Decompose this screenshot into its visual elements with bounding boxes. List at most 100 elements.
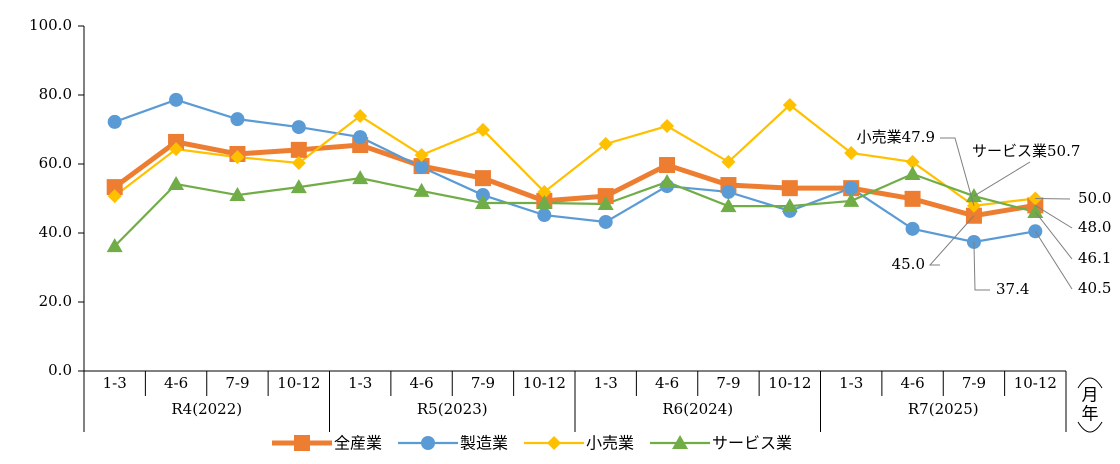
leader-line — [973, 161, 1031, 197]
x-tick-label: 1-3 — [839, 374, 863, 392]
marker — [537, 184, 552, 199]
marker — [672, 435, 689, 449]
value-label: 50.0 — [1078, 189, 1111, 207]
leader-line — [1034, 231, 1073, 290]
leader-line — [973, 241, 990, 291]
x-tick-label: 1-3 — [594, 374, 618, 392]
legend-label: 全産業 — [334, 434, 382, 453]
series-line — [114, 98, 1036, 244]
marker — [1027, 203, 1044, 218]
leader-line — [928, 215, 975, 266]
marker — [720, 198, 737, 213]
value-label: 45.0 — [892, 255, 925, 273]
marker — [168, 133, 185, 150]
marker — [230, 150, 245, 165]
value-label: 46.1 — [1078, 249, 1111, 267]
marker — [107, 114, 122, 129]
x-tick-label: 7-9 — [716, 374, 740, 392]
x-unit: 月 — [1082, 386, 1099, 406]
marker — [229, 187, 246, 202]
marker — [904, 166, 921, 181]
marker — [474, 170, 491, 187]
marker — [414, 148, 429, 163]
marker — [597, 196, 614, 211]
marker — [904, 190, 921, 207]
marker — [169, 92, 184, 107]
marker — [781, 180, 798, 197]
x-tick-label: 7-9 — [471, 374, 495, 392]
marker — [414, 160, 429, 175]
marker — [106, 238, 123, 253]
x-group-label: R7(2025) — [908, 400, 979, 418]
value-label: 37.4 — [996, 280, 1029, 298]
marker — [659, 173, 676, 188]
marker — [353, 130, 368, 145]
x-unit: 年 — [1082, 405, 1099, 425]
legend-label: サービス業 — [712, 434, 792, 453]
marker — [547, 436, 562, 450]
marker — [413, 182, 430, 197]
marker — [107, 189, 122, 204]
leader-line — [1035, 204, 1073, 229]
marker — [598, 214, 613, 229]
x-tick-label: 4-6 — [900, 374, 924, 392]
marker — [721, 154, 736, 169]
marker — [168, 176, 185, 191]
marker — [290, 141, 307, 158]
x-tick-label: 10-12 — [768, 374, 811, 392]
marker — [537, 208, 552, 223]
x-group-label: R6(2024) — [662, 400, 733, 418]
y-tick-label: 20.0 — [39, 292, 72, 310]
x-tick-label: 7-9 — [962, 374, 986, 392]
marker — [598, 136, 613, 151]
series-line — [114, 103, 1036, 207]
marker — [474, 194, 491, 209]
leader-line — [940, 137, 975, 206]
marker — [905, 154, 920, 169]
marker — [106, 179, 123, 196]
marker — [536, 194, 553, 209]
marker — [782, 98, 797, 113]
marker — [843, 192, 860, 207]
marker — [844, 145, 859, 160]
x-tick-label: 1-3 — [103, 374, 127, 392]
series-line — [113, 139, 1036, 219]
y-tick-label: 100.0 — [29, 16, 72, 34]
x-tick-label: 4-6 — [655, 374, 679, 392]
marker — [965, 188, 982, 203]
marker — [421, 436, 436, 450]
y-tick-label: 0.0 — [48, 361, 72, 379]
value-label: 40.5 — [1078, 279, 1111, 297]
x-group-label: R4(2022) — [171, 400, 242, 418]
marker — [475, 122, 490, 137]
marker — [169, 142, 184, 157]
leader-line — [1034, 211, 1073, 260]
x-tick-label: 10-12 — [277, 374, 320, 392]
value-label: サービス業50.7 — [972, 142, 1080, 160]
value-label: 小売業47.9 — [857, 128, 935, 146]
y-tick-label: 40.0 — [39, 223, 72, 241]
marker — [291, 155, 306, 170]
leader-line — [1035, 198, 1071, 200]
x-tick-label: 10-12 — [523, 374, 566, 392]
marker — [353, 109, 368, 124]
y-tick-label: 60.0 — [39, 154, 72, 172]
marker — [294, 435, 310, 451]
legend-label: 小売業 — [586, 434, 634, 453]
marker — [905, 221, 920, 236]
marker — [844, 181, 859, 196]
series-line — [113, 172, 1036, 247]
marker — [291, 120, 306, 135]
x-tick-label: 4-6 — [164, 374, 188, 392]
x-group-label: R5(2023) — [417, 400, 488, 418]
y-tick-label: 80.0 — [39, 85, 72, 103]
unit-paren-top — [1077, 377, 1103, 389]
marker — [660, 119, 675, 134]
marker — [230, 112, 245, 127]
x-tick-label: 4-6 — [409, 374, 433, 392]
deco — [1082, 366, 1099, 382]
marker — [290, 179, 307, 194]
marker — [352, 170, 369, 185]
marker — [721, 184, 736, 199]
